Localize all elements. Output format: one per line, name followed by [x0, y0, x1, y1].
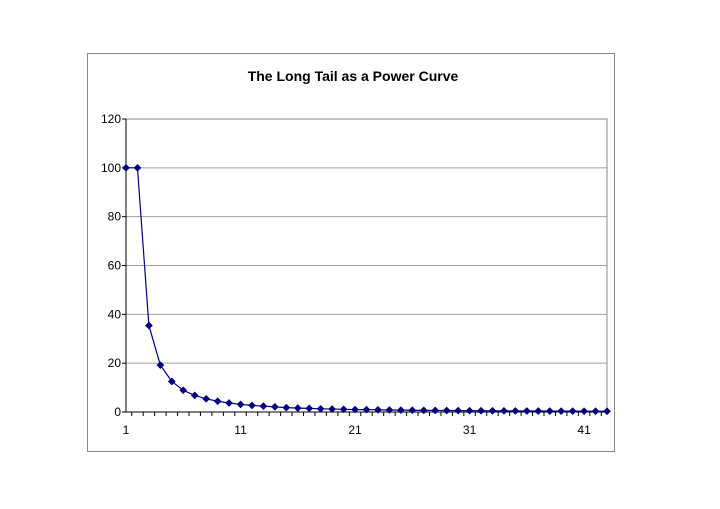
x-tick-label: 11 — [234, 423, 247, 437]
x-tick-label: 31 — [463, 423, 477, 437]
data-point-marker — [373, 405, 382, 414]
data-point-marker — [488, 406, 497, 415]
x-tick-label: 1 — [123, 423, 130, 437]
data-point-marker — [385, 406, 394, 414]
series-line — [126, 167, 608, 412]
data-point-marker — [454, 406, 463, 415]
data-point-marker — [305, 404, 314, 413]
data-point-marker — [133, 163, 142, 172]
data-point-marker — [477, 406, 485, 415]
y-tick-label: 80 — [108, 210, 122, 224]
data-point-marker — [316, 404, 325, 413]
series-group — [122, 163, 611, 416]
axes — [122, 118, 607, 416]
data-point-marker — [179, 386, 188, 395]
data-point-marker — [225, 399, 234, 407]
data-point-marker — [339, 405, 348, 414]
data-point-marker — [122, 163, 130, 172]
y-tick-labels: 0 20 40 60 80 100 120 — [101, 112, 121, 419]
data-point-marker — [248, 401, 256, 410]
x-tick-label: 21 — [348, 423, 362, 437]
data-point-marker — [202, 394, 211, 403]
data-point-marker — [534, 407, 543, 415]
data-point-marker — [282, 403, 291, 412]
data-point-marker — [270, 402, 279, 411]
data-point-marker — [419, 406, 428, 415]
data-point-marker — [328, 405, 337, 414]
data-point-marker — [167, 377, 176, 386]
data-point-marker — [156, 361, 165, 370]
data-point-marker — [591, 407, 600, 416]
y-tick-label: 40 — [108, 307, 122, 321]
data-point-marker — [442, 406, 451, 415]
data-point-marker — [351, 405, 360, 414]
y-tick-label: 20 — [108, 356, 122, 370]
data-point-marker — [396, 406, 405, 415]
data-point-marker — [465, 406, 474, 415]
data-point-marker — [580, 407, 589, 416]
data-point-marker — [431, 406, 440, 415]
data-point-marker — [499, 406, 508, 415]
y-tick-label: 0 — [114, 405, 121, 419]
chart-title: The Long Tail as a Power Curve — [248, 68, 459, 84]
data-point-marker — [190, 391, 199, 400]
chart-frame: The Long Tail as a Power Curve 0 20 40 60 80… — [87, 53, 615, 452]
data-point-marker — [213, 397, 222, 406]
y-tick-label: 120 — [101, 112, 121, 126]
data-point-marker — [408, 406, 417, 415]
data-point-marker — [511, 406, 520, 415]
gridlines — [126, 118, 607, 364]
data-point-marker — [522, 407, 531, 415]
data-point-marker — [259, 402, 268, 411]
chart-svg: The Long Tail as a Power Curve 0 20 40 60 80… — [101, 68, 611, 437]
data-point-marker — [557, 407, 566, 416]
data-point-marker — [545, 407, 554, 416]
data-point-marker — [568, 407, 577, 416]
data-point-marker — [362, 405, 371, 414]
data-point-marker — [144, 321, 153, 330]
x-tick-label: 41 — [577, 423, 591, 437]
x-tick-labels: 1 11 21 31 41 — [123, 423, 591, 437]
data-point-marker — [603, 407, 611, 416]
data-point-marker — [236, 400, 245, 409]
y-tick-label: 100 — [101, 161, 121, 175]
y-tick-label: 60 — [108, 259, 122, 273]
data-point-marker — [293, 404, 302, 413]
